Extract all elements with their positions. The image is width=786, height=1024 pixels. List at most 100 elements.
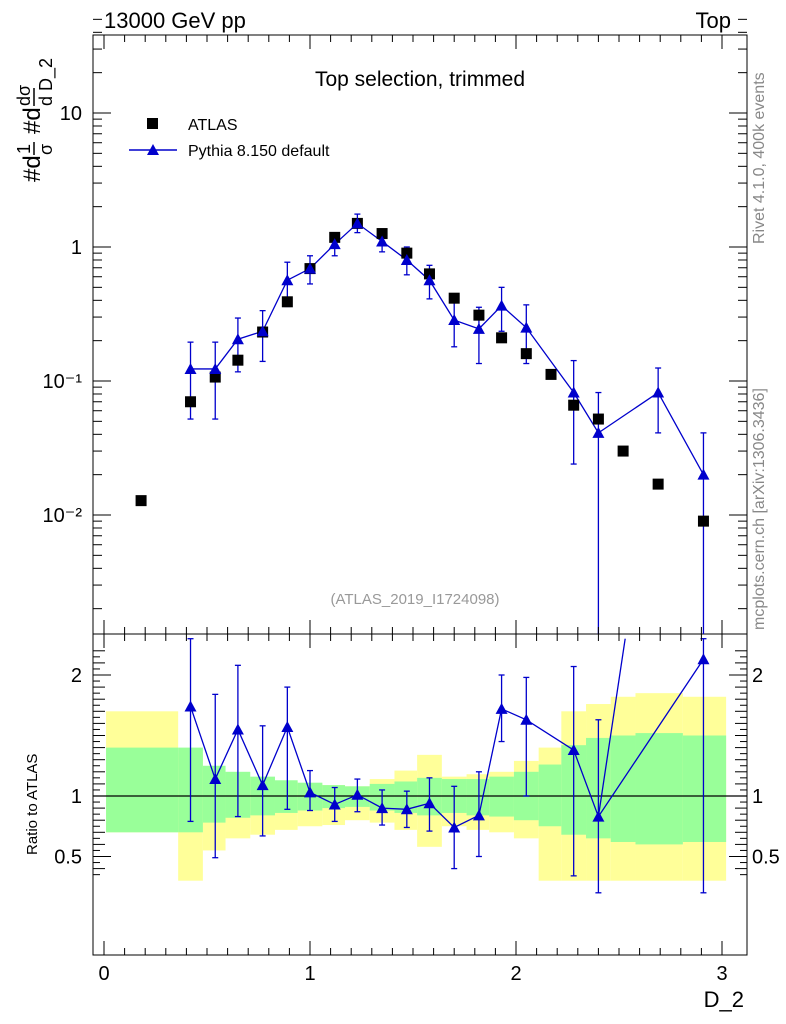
ratio-y-axis-title: Ratio to ATLAS [24, 754, 41, 855]
pythia-point [697, 468, 710, 480]
ratio-point [697, 653, 710, 665]
ratio-point [520, 713, 533, 725]
pythia-point [423, 274, 436, 286]
legend-pythia-label: Pythia 8.150 default [188, 143, 330, 160]
analysis-id-label: (ATLAS_2019_I1724098) [330, 591, 499, 608]
atlas-point [185, 396, 197, 408]
ratio-y-tick-label-right: 1 [752, 786, 763, 808]
ratio-point [400, 803, 413, 815]
legend-pythia-marker [147, 144, 159, 155]
header-left: 13000 GeV pp [104, 8, 246, 33]
ratio-point [209, 773, 222, 785]
green-band [682, 735, 727, 842]
ratio-point [231, 723, 244, 735]
atlas-point [209, 371, 221, 383]
atlas-point [496, 332, 508, 344]
green-band [610, 735, 636, 842]
atlas-point [232, 354, 244, 366]
ratio-point [592, 810, 605, 822]
ratio-overflow-line [597, 638, 626, 817]
pythia-point [209, 362, 222, 374]
atlas-point [545, 368, 557, 380]
green-band [635, 733, 683, 845]
ratio-series-line [189, 658, 705, 829]
pythia-point [256, 325, 269, 337]
main-y-tick-label: 10⁻¹ [43, 371, 83, 393]
pythia-point [448, 314, 461, 326]
atlas-point [448, 292, 460, 304]
pythia-point [495, 299, 508, 311]
ratio-plot-frame [92, 633, 748, 956]
ratio-point [567, 744, 580, 756]
ratio-y-tick-label-right: 2 [752, 665, 763, 687]
svg-text:dσ: dσ [14, 85, 34, 106]
ratio-y-tick-label-left: 2 [71, 665, 82, 687]
pythia-point [400, 253, 413, 265]
x-tick-label: 2 [510, 963, 521, 985]
svg-text:#d: #d [19, 155, 46, 182]
ratio-point [328, 798, 341, 810]
pythia-point [351, 217, 364, 229]
ratio-point [472, 809, 485, 821]
green-band [466, 779, 490, 816]
main-y-axis-title: #d 1 σ #d dσ d D_2 [14, 58, 57, 182]
x-tick-label: 0 [98, 963, 109, 985]
ratio-y-tick-label-left: 0.5 [54, 847, 82, 869]
green-band [394, 781, 418, 813]
pythia-point [472, 322, 485, 334]
main-y-tick-label: 10⁻² [43, 505, 83, 527]
legend: ATLAS Pythia 8.150 default [129, 117, 330, 160]
atlas-point [697, 515, 709, 527]
pythia-point [652, 386, 665, 398]
ratio-y-tick-label-left: 1 [71, 786, 82, 808]
green-band [106, 747, 179, 833]
svg-text:d D_2: d D_2 [36, 58, 57, 106]
svg-text:#d: #d [19, 107, 46, 134]
svg-text:σ: σ [36, 144, 56, 155]
atlas-point [135, 495, 147, 507]
rivet-version-label: Rivet 4.1.0, 400k events [751, 72, 768, 244]
atlas-point [473, 309, 485, 321]
ratio-point [184, 700, 197, 712]
x-tick-label: 3 [716, 963, 727, 985]
x-tick-label: 1 [304, 963, 315, 985]
pythia-point [304, 262, 316, 274]
ratio-point [256, 779, 269, 791]
atlas-point [401, 247, 413, 259]
plot-title: Top selection, trimmed [315, 68, 525, 91]
x-axis-title: D_2 [704, 987, 744, 1012]
ratio-point [351, 788, 364, 800]
pythia-point [184, 362, 197, 374]
ratio-point [448, 821, 461, 833]
mcplots-label: mcplots.cern.ch [arXiv:1306.3436] [751, 388, 768, 630]
atlas-point [520, 348, 532, 360]
ratio-point [304, 786, 316, 798]
ratio-y-tick-label-right: 0.5 [752, 847, 780, 869]
ratio-point [376, 802, 389, 814]
pythia-point [520, 321, 533, 333]
atlas-point [423, 268, 435, 280]
header-right: Top [696, 8, 731, 33]
atlas-point [568, 399, 580, 411]
atlas-point [281, 296, 293, 308]
atlas-point [652, 478, 664, 490]
atlas-point [376, 228, 388, 240]
atlas-point [592, 413, 604, 425]
pythia-series-line [190, 222, 705, 475]
legend-atlas-label: ATLAS [188, 117, 238, 134]
ratio-point [423, 797, 436, 809]
svg-text:1: 1 [14, 144, 34, 154]
legend-atlas-marker [147, 118, 158, 129]
green-band [202, 765, 226, 823]
ratio-point [281, 721, 294, 733]
pythia-point [231, 333, 244, 345]
pythia-point [328, 238, 341, 250]
pythia-point [281, 274, 294, 286]
pythia-point [376, 235, 389, 247]
main-y-tick-label: 10 [60, 103, 82, 125]
atlas-point [617, 445, 629, 457]
pythia-point [592, 426, 605, 438]
atlas-point [329, 231, 341, 243]
ratio-point [495, 702, 508, 714]
